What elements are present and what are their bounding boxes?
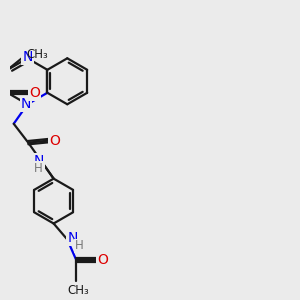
- Text: N: N: [33, 154, 44, 168]
- Text: N: N: [22, 50, 33, 64]
- Text: H: H: [34, 162, 43, 175]
- Text: N: N: [21, 97, 31, 111]
- Text: CH₃: CH₃: [27, 48, 49, 61]
- Text: N: N: [67, 231, 77, 245]
- Text: CH₃: CH₃: [68, 284, 89, 297]
- Text: O: O: [49, 134, 60, 148]
- Text: O: O: [97, 253, 108, 267]
- Text: H: H: [75, 239, 83, 252]
- Text: O: O: [29, 86, 40, 100]
